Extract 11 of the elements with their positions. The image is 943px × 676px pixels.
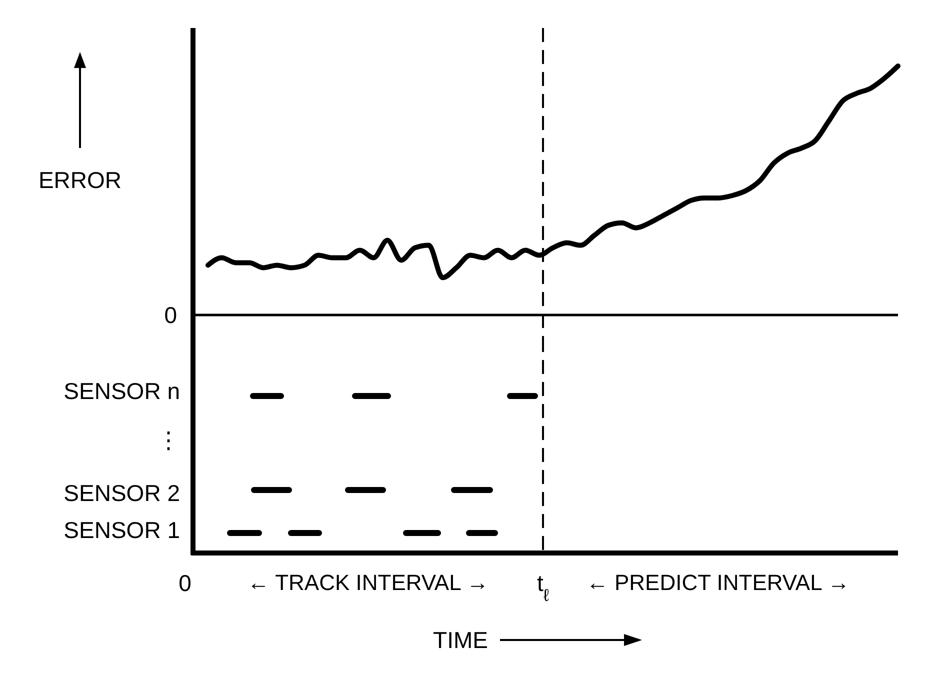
text: SENSOR 2 [64, 480, 180, 506]
text: TIME [433, 627, 488, 653]
text: ⋮ [157, 427, 180, 453]
text: t$_{ℓ}$ [537, 570, 550, 605]
y-axis-title: ERROR [38, 167, 122, 193]
text: ← PREDICT INTERVAL → [586, 570, 850, 595]
text: 0 [178, 570, 192, 596]
text: ← TRACK INTERVAL → [247, 570, 489, 595]
text: SENSOR 1 [64, 517, 180, 543]
ref-line-label: 0 [164, 302, 177, 328]
text: SENSOR n [64, 378, 180, 404]
